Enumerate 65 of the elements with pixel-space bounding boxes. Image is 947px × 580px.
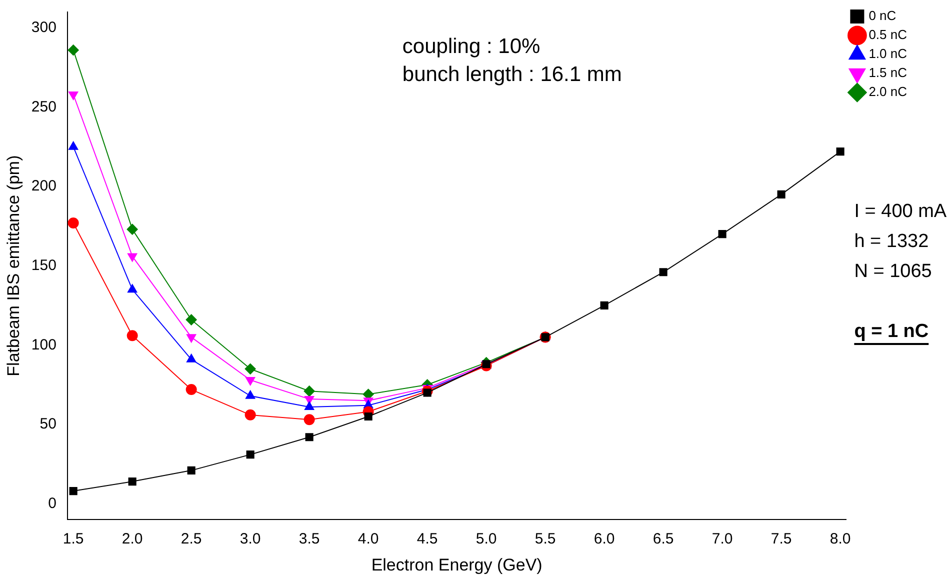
point xyxy=(186,354,196,362)
x-tick-label: 5.0 xyxy=(476,530,497,548)
point xyxy=(423,388,432,397)
point xyxy=(68,141,78,150)
legend-label: 0 nC xyxy=(868,8,896,24)
x-tick-label: 2.5 xyxy=(180,530,202,548)
point xyxy=(718,230,726,238)
x-tick-label: 1.5 xyxy=(62,530,84,548)
point xyxy=(126,224,138,235)
x-tick-label: 6.5 xyxy=(652,530,674,548)
text: N = 1065 xyxy=(854,261,932,282)
point xyxy=(128,477,136,486)
point xyxy=(68,44,79,56)
annotation: coupling : 10% xyxy=(402,34,540,58)
x-tick-label: 3.5 xyxy=(298,530,320,548)
y-tick-label: 100 xyxy=(31,336,56,354)
x-axis-title: Electron Energy (GeV) xyxy=(371,555,542,574)
point xyxy=(68,91,78,100)
text: h = 1332 xyxy=(854,231,929,252)
x-tick-label: 2.0 xyxy=(122,530,143,548)
point xyxy=(127,284,138,293)
y-tick-label: 50 xyxy=(40,416,56,433)
y-axis-title: Flatbeam IBS emittance (pm) xyxy=(4,155,23,376)
y-tick-label: 300 xyxy=(31,19,56,36)
legend-label: 0.5 nC xyxy=(868,27,908,42)
point xyxy=(245,377,256,386)
x-tick-label: 4.0 xyxy=(358,530,379,548)
point xyxy=(126,330,138,342)
text: q = 1 nC xyxy=(854,321,929,342)
text: I = 400 mA xyxy=(854,201,947,222)
point xyxy=(304,386,315,397)
point xyxy=(305,433,314,442)
legend-label: 2.0 nC xyxy=(868,84,908,100)
point xyxy=(364,412,372,421)
point xyxy=(187,466,196,474)
point xyxy=(186,314,197,326)
point xyxy=(600,301,608,310)
point xyxy=(68,217,79,228)
point xyxy=(245,390,256,399)
legend-label: 1.5 nC xyxy=(868,65,908,80)
x-tick-label: 7.5 xyxy=(770,530,792,548)
point xyxy=(186,334,196,343)
y-tick-label: 150 xyxy=(31,256,56,274)
point xyxy=(836,148,844,156)
x-tick-label: 6.0 xyxy=(594,530,615,548)
legend-label: 1.0 nC xyxy=(868,46,908,62)
point xyxy=(244,409,256,420)
x-tick-label: 5.5 xyxy=(534,530,556,548)
x-tick-label: 8.0 xyxy=(830,530,851,548)
point xyxy=(246,450,254,459)
x-tick-label: 4.5 xyxy=(416,530,438,548)
point xyxy=(304,396,314,405)
y-tick-label: 0 xyxy=(48,494,56,512)
point xyxy=(777,190,786,198)
point xyxy=(659,268,668,276)
y-tick-label: 200 xyxy=(31,178,56,195)
x-tick-label: 7.0 xyxy=(712,530,733,548)
point xyxy=(186,384,197,396)
point xyxy=(127,253,138,262)
point xyxy=(304,414,315,426)
y-tick-label: 250 xyxy=(31,98,56,116)
point xyxy=(244,363,256,374)
point xyxy=(69,487,78,496)
x-tick-label: 3.0 xyxy=(240,530,261,548)
annotation: bunch length : 16.1 mm xyxy=(402,62,622,86)
